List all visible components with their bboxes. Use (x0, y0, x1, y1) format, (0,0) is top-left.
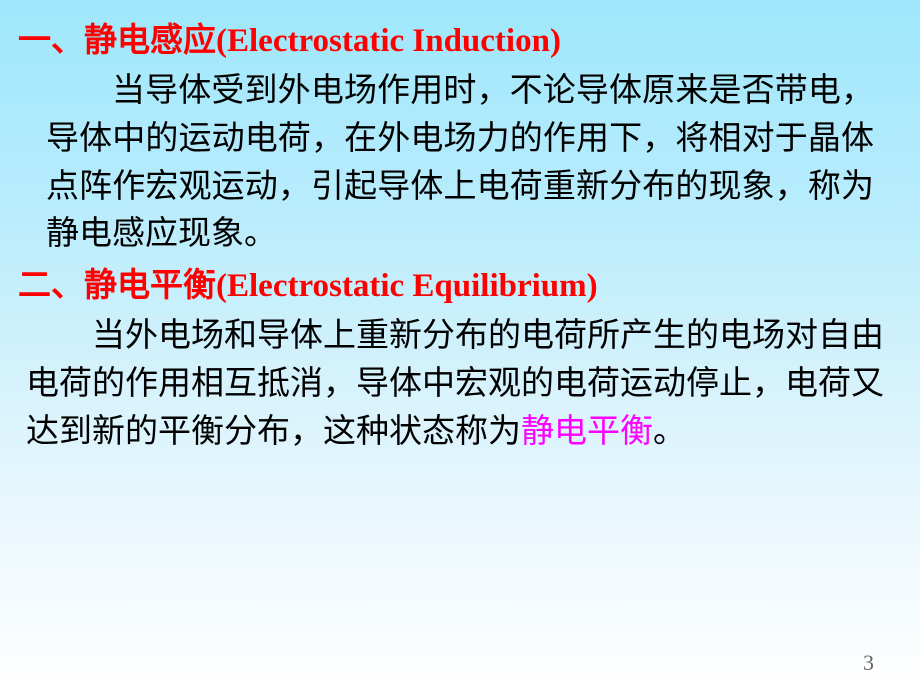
heading-1-cn: 一、静电感应 (18, 23, 216, 59)
slide-content: 一、静电感应(Electrostatic Induction) 当导体受到外电场… (0, 0, 920, 690)
section-2-body-before: 当外电场和导体上重新分布的电荷所产生的电场对自由电荷的作用相互抵消，导体中宏观的… (26, 318, 884, 450)
section-1-heading: 一、静电感应(Electrostatic Induction) (18, 18, 874, 66)
section-2-heading: 二、静电平衡(Electrostatic Equilibrium) (18, 263, 874, 311)
highlight-term: 静电平衡 (521, 414, 653, 450)
page-number: 3 (863, 650, 874, 676)
section-2-body: 当外电场和导体上重新分布的电荷所产生的电场对自由电荷的作用相互抵消，导体中宏观的… (26, 313, 884, 457)
heading-2-cn: 二、静电平衡 (18, 268, 216, 304)
heading-1-en: (Electrostatic Induction) (216, 23, 561, 59)
heading-2-en: (Electrostatic Equilibrium) (216, 268, 598, 304)
section-1-body: 当导体受到外电场作用时，不论导体原来是否带电，导体中的运动电荷，在外电场力的作用… (46, 68, 874, 259)
section-2-body-after: 。 (653, 414, 686, 450)
